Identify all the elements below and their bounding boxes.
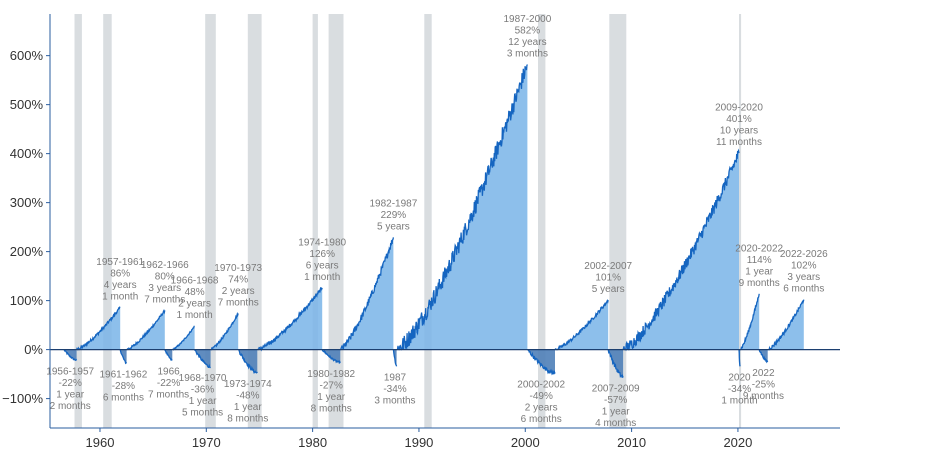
x-tick-label: 1990 — [404, 435, 433, 450]
bear-market-label: 2022 -25% 9 months — [743, 368, 784, 402]
recession-band — [103, 14, 112, 428]
bear-market-line — [119, 349, 128, 365]
bear-market-line — [194, 349, 211, 369]
bull-market-label: 1966-1968 48% 2 years 1 month — [171, 276, 219, 322]
bear-market-line — [738, 349, 741, 367]
bear-market-label: 1966 -22% 7 months — [148, 366, 189, 400]
bear-market-label: 2007-2009 -57% 1 year 4 months — [592, 384, 640, 430]
bull-market-line — [554, 299, 609, 351]
recession-band — [205, 14, 216, 428]
bull-market-area — [126, 310, 165, 350]
y-tick-label: 0% — [24, 342, 43, 357]
x-tick-label: 2020 — [723, 435, 752, 450]
bear-market-line — [758, 349, 769, 364]
bull-market-area — [210, 313, 239, 350]
bear-market-label: 1980-1982 -27% 1 year 8 months — [307, 369, 355, 415]
bull-market-label: 2020-2022 114% 1 year 9 months — [735, 243, 783, 288]
recession-band — [424, 14, 432, 428]
recession-band — [247, 14, 262, 428]
x-tick-label: 1960 — [86, 435, 115, 450]
bear-market-label: 2000-2002 -49% 2 years 6 months — [517, 380, 565, 426]
bear-market-area — [238, 349, 258, 374]
market-areas — [63, 64, 805, 378]
bull-market-area — [396, 64, 528, 350]
bear-market-line — [607, 349, 624, 378]
recession-band — [328, 14, 344, 428]
bull-market-line — [396, 64, 528, 351]
bull-market-line — [210, 311, 239, 351]
bull-market-label: 1982-1987 229% 5 years — [369, 198, 417, 232]
bear-market-label: 2020 -34% 1 month — [721, 372, 757, 406]
bull-market-label: 1957-1961 86% 4 years 1 month — [96, 257, 144, 303]
bull-market-area — [76, 307, 121, 350]
axes: −100%0%100%200%300%400%500%600%1960 1970 1… — [2, 14, 840, 450]
y-tick-label: 500% — [10, 97, 44, 112]
bull-market-line — [75, 306, 121, 351]
y-tick-label: 300% — [10, 195, 44, 210]
bear-market-line — [527, 348, 556, 376]
bull-market-label: 2022-2026 102% 3 years 6 months — [780, 249, 828, 295]
bull-market-area — [555, 300, 609, 350]
bear-market-line — [392, 349, 398, 367]
bull-market-line — [171, 325, 195, 351]
bull-market-area — [257, 287, 323, 350]
bull-market-line — [340, 237, 395, 351]
bull-market-line — [767, 299, 805, 351]
bull-market-area — [172, 326, 195, 350]
y-tick-label: 400% — [10, 146, 44, 161]
bear-market-area — [194, 349, 211, 368]
bear-market-area — [527, 349, 555, 375]
recession-band — [312, 14, 318, 428]
bear-market-line — [321, 349, 341, 364]
bull-market-label: 1974-1980 126% 6 years 1 month — [298, 237, 346, 283]
bull-market-label: 1962-1966 80% 3 years 7 months — [141, 260, 189, 306]
bear-market-label: 1961-1962 -28% 6 months — [99, 369, 147, 403]
bull-market-area — [767, 299, 804, 350]
bull-market-line — [257, 286, 323, 352]
bull-market-line — [126, 309, 166, 351]
bull-market-label: 1970-1973 74% 2 years 7 months — [214, 263, 262, 309]
y-tick-label: −100% — [2, 391, 43, 406]
bear-market-label: 1956-1957 -22% 1 year 2 months — [46, 366, 94, 412]
recession-band — [538, 14, 546, 428]
bull-market-line — [740, 293, 760, 351]
x-tick-label: 1980 — [298, 435, 327, 450]
recession-band — [739, 14, 742, 428]
y-tick-label: 600% — [10, 48, 44, 63]
x-tick-label: 2000 — [511, 435, 540, 450]
bear-market-label: 1973-1974 -48% 1 year 8 months — [224, 379, 272, 425]
bull-market-label: 1987-2000 582% 12 years 3 months — [503, 14, 551, 60]
bear-market-label: 1987 -34% 3 months — [374, 372, 415, 406]
bear-market-line — [63, 349, 78, 362]
x-tick-label: 1970 — [192, 435, 221, 450]
recession-band — [74, 14, 82, 428]
y-tick-label: 100% — [10, 293, 44, 308]
bull-market-label: 2002-2007 101% 5 years — [584, 261, 632, 295]
bull-market-area — [340, 237, 394, 350]
bear-market-label: 1968-1970 -36% 1 year 5 months — [179, 373, 227, 419]
y-tick-label: 200% — [10, 244, 44, 259]
bear-market-line — [238, 348, 258, 374]
recession-band — [609, 14, 627, 428]
market-annotations: 1956-1957 -22% 1 year 2 months 1957-1961 86% 4… — [46, 14, 828, 429]
recession-bands — [74, 14, 742, 428]
bull-market-label: 2009-2020 401% 10 years 11 months — [715, 103, 763, 149]
bear-market-line — [164, 349, 173, 361]
bull-market-line — [622, 148, 740, 352]
bull-market-area — [740, 293, 760, 350]
x-tick-label: 2010 — [617, 435, 646, 450]
bull-market-area — [623, 150, 739, 350]
